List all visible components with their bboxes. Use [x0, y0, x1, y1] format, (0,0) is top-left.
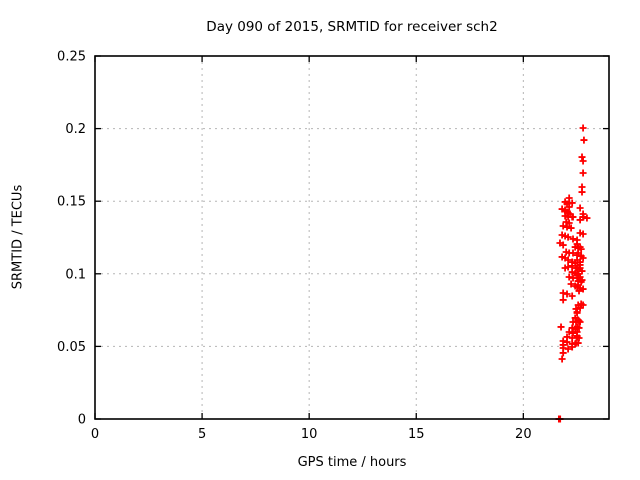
x-tick-label: 5: [198, 427, 206, 442]
data-point-plus-marker: [563, 290, 571, 298]
data-point-plus-marker: [563, 223, 571, 231]
data-point-plus-marker: [559, 222, 567, 230]
y-tick-label: 0.05: [57, 340, 86, 355]
data-point-plus-marker: [583, 214, 591, 222]
data-point-plus-marker: [568, 343, 576, 351]
data-point-plus-marker: [568, 292, 576, 300]
data-point-plus-marker: [565, 328, 573, 336]
data-point-plus-marker: [568, 334, 576, 342]
data-point-plus-marker: [578, 267, 586, 275]
data-point-plus-marker: [575, 324, 583, 332]
data-point-plus-marker: [578, 188, 586, 196]
data-point-plus-marker: [579, 157, 587, 165]
data-point-plus-marker: [576, 204, 584, 212]
data-point-plus-marker: [559, 296, 567, 304]
x-tick-label: 20: [515, 427, 532, 442]
data-point-plus-marker: [578, 153, 586, 161]
data-point-plus-marker: [563, 338, 571, 346]
chart-title: Day 090 of 2015, SRMTID for receiver sch…: [206, 19, 498, 35]
data-point-plus-marker: [559, 289, 567, 297]
data-point-plus-marker: [575, 287, 583, 295]
data-point-plus-marker: [565, 203, 573, 211]
data-point-plus-marker: [567, 280, 575, 288]
x-tick-label: 15: [408, 427, 425, 442]
data-point-plus-marker: [568, 199, 576, 207]
data-point-plus-marker: [559, 349, 567, 357]
data-point-plus-marker: [579, 230, 587, 238]
data-point-plus-marker: [576, 216, 584, 224]
y-tick-label: 0: [78, 413, 86, 428]
y-tick-label: 0.1: [65, 267, 86, 282]
data-point-plus-marker: [579, 124, 587, 132]
data-point-plus-marker: [565, 219, 573, 227]
data-point-plus-marker: [579, 254, 587, 262]
data-point-plus-marker: [576, 318, 584, 326]
data-point-plus-marker: [559, 241, 567, 249]
data-point-plus-marker: [568, 262, 576, 270]
data-point-plus-marker: [561, 264, 569, 272]
data-point-plus-marker: [573, 309, 581, 317]
x-axis-label: GPS time / hours: [297, 455, 407, 470]
x-tick-label: 0: [91, 427, 99, 442]
y-tick-label: 0.2: [65, 122, 86, 137]
data-point-plus-marker: [564, 256, 572, 264]
data-point-plus-marker: [580, 136, 588, 144]
data-point-plus-marker: [577, 245, 585, 253]
data-point-plus-marker: [579, 169, 587, 177]
data-point-plus-marker: [565, 273, 573, 281]
data-point-plus-marker: [564, 233, 572, 241]
data-point-plus-marker: [567, 224, 575, 232]
data-point-plus-marker: [557, 323, 565, 331]
data-point-plus-marker: [564, 345, 572, 353]
y-tick-label: 0.15: [57, 195, 86, 210]
x-tick-label: 10: [301, 427, 318, 442]
plot-border: [94, 55, 610, 420]
data-point-plus-marker: [569, 235, 577, 243]
data-point-plus-marker: [558, 355, 566, 363]
y-tick-label: 0.25: [57, 50, 86, 65]
data-point-plus-marker: [576, 304, 584, 312]
data-point-plus-marker: [569, 213, 577, 221]
data-point-plus-marker: [579, 285, 587, 293]
